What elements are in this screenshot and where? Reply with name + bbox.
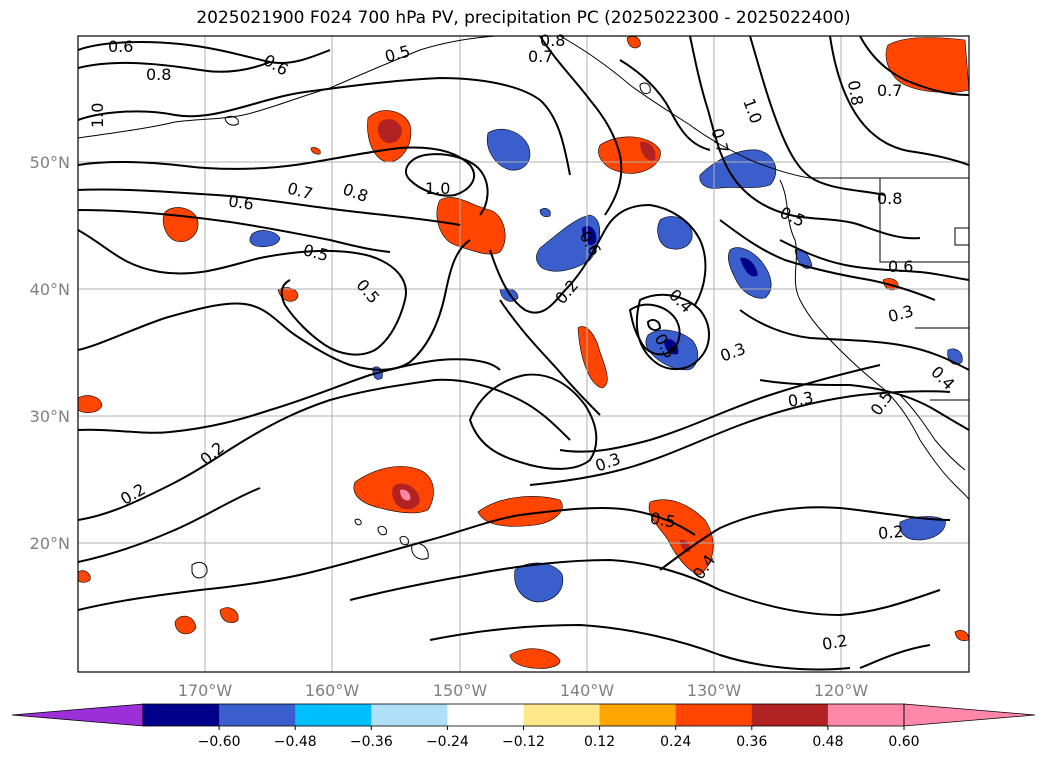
colorbar-tick-label: −0.60 xyxy=(198,734,241,750)
colorbar-tick-label: −0.12 xyxy=(502,734,545,750)
lon-label-120w: 120°W xyxy=(814,681,869,700)
contour-label: 0.8 xyxy=(877,189,902,208)
colorbar-segment xyxy=(827,704,905,726)
colorbar-tick-label: 0.36 xyxy=(736,734,767,750)
contour-label: 0.7 xyxy=(528,47,553,66)
contour-label: 0.3 xyxy=(786,388,814,411)
colorbar-segment xyxy=(447,704,524,726)
colorbar-segment xyxy=(143,704,220,726)
pv-contours xyxy=(78,36,969,671)
latitude-labels: 50°N 40°N 30°N 20°N xyxy=(30,153,70,553)
longitude-labels: 170°W 160°W 150°W 140°W 130°W 120°W xyxy=(178,681,869,700)
colorbar-segment xyxy=(599,704,677,726)
gridlines xyxy=(78,36,969,672)
colorbar-tick-label: 0.60 xyxy=(888,734,919,750)
colorbar-tick-label: 0.12 xyxy=(584,734,615,750)
lat-label-30n: 30°N xyxy=(30,407,70,426)
colorbar-tick-label: −0.24 xyxy=(426,734,469,750)
colorbar-tick-label: −0.36 xyxy=(350,734,393,750)
contour-label: 0.8 xyxy=(540,31,565,50)
contour-label: 1.0 xyxy=(88,103,107,128)
colorbar: −0.60 −0.48 −0.36 −0.24 −0.12 0.12 0.24 0.36 0.4… xyxy=(11,703,1036,750)
colorbar-tick-label: 0.24 xyxy=(660,734,691,750)
contour-label: 0.2 xyxy=(877,522,904,543)
contour-label: 0.5 xyxy=(649,508,677,531)
contour-label: 0.8 xyxy=(844,79,867,107)
lon-label-140w: 140°W xyxy=(560,681,615,700)
lon-label-160w: 160°W xyxy=(305,681,360,700)
colorbar-segment xyxy=(371,704,448,726)
contour-label: 0.2 xyxy=(821,631,849,654)
colorbar-segment xyxy=(675,704,753,726)
contour-label: 0.7 xyxy=(877,81,902,100)
coastlines xyxy=(78,36,969,579)
colorbar-extend-left xyxy=(11,703,144,727)
colorbar-tick-label: 0.48 xyxy=(812,734,843,750)
map-title: 2025021900 F024 700 hPa PV, precipitatio… xyxy=(196,8,851,28)
colorbar-segment xyxy=(751,704,829,726)
contour-label: 0.8 xyxy=(146,65,171,84)
colorbar-segment xyxy=(219,704,296,726)
contour-label: 0.6 xyxy=(888,257,913,276)
contour-label: 1.0 xyxy=(425,179,450,198)
precip-blob-negative xyxy=(486,129,531,171)
lat-label-50n: 50°N xyxy=(30,153,70,172)
colorbar-ticks: −0.60 −0.48 −0.36 −0.24 −0.12 0.12 0.24 0.36 0.4… xyxy=(198,726,920,750)
contour-label: 0.6 xyxy=(108,37,133,56)
contour-label: 0.6 xyxy=(227,191,255,213)
lon-label-150w: 150°W xyxy=(433,681,488,700)
lat-label-40n: 40°N xyxy=(30,280,70,299)
lat-label-20n: 20°N xyxy=(30,534,70,553)
colorbar-extend-right xyxy=(903,703,1036,727)
colorbar-segment xyxy=(523,704,601,726)
colorbar-tick-label: −0.48 xyxy=(274,734,317,750)
colorbar-segments xyxy=(11,703,1036,727)
lon-label-130w: 130°W xyxy=(687,681,742,700)
colorbar-segment xyxy=(295,704,372,726)
map-frame xyxy=(77,35,970,673)
lon-label-170w: 170°W xyxy=(178,681,233,700)
